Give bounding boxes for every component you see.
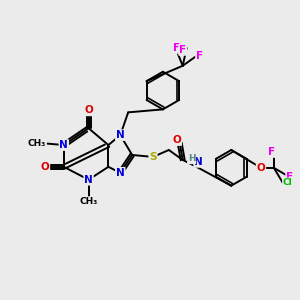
Text: CH₃: CH₃ (80, 197, 98, 206)
Text: F: F (268, 147, 275, 157)
Text: O: O (40, 162, 50, 172)
Text: N: N (116, 168, 125, 178)
Text: Cl: Cl (283, 178, 292, 187)
Text: N: N (194, 157, 203, 167)
Text: F: F (179, 45, 186, 55)
Text: N: N (59, 140, 68, 150)
Text: H: H (188, 154, 195, 164)
Text: O: O (256, 163, 265, 173)
Text: F: F (286, 172, 293, 182)
Text: F: F (173, 43, 180, 53)
Text: N: N (116, 130, 125, 140)
Text: F: F (196, 51, 203, 61)
Text: S: S (149, 152, 157, 162)
Text: O: O (172, 135, 181, 145)
Text: N: N (84, 175, 93, 185)
Text: CH₃: CH₃ (28, 139, 46, 148)
Text: O: O (84, 105, 93, 116)
